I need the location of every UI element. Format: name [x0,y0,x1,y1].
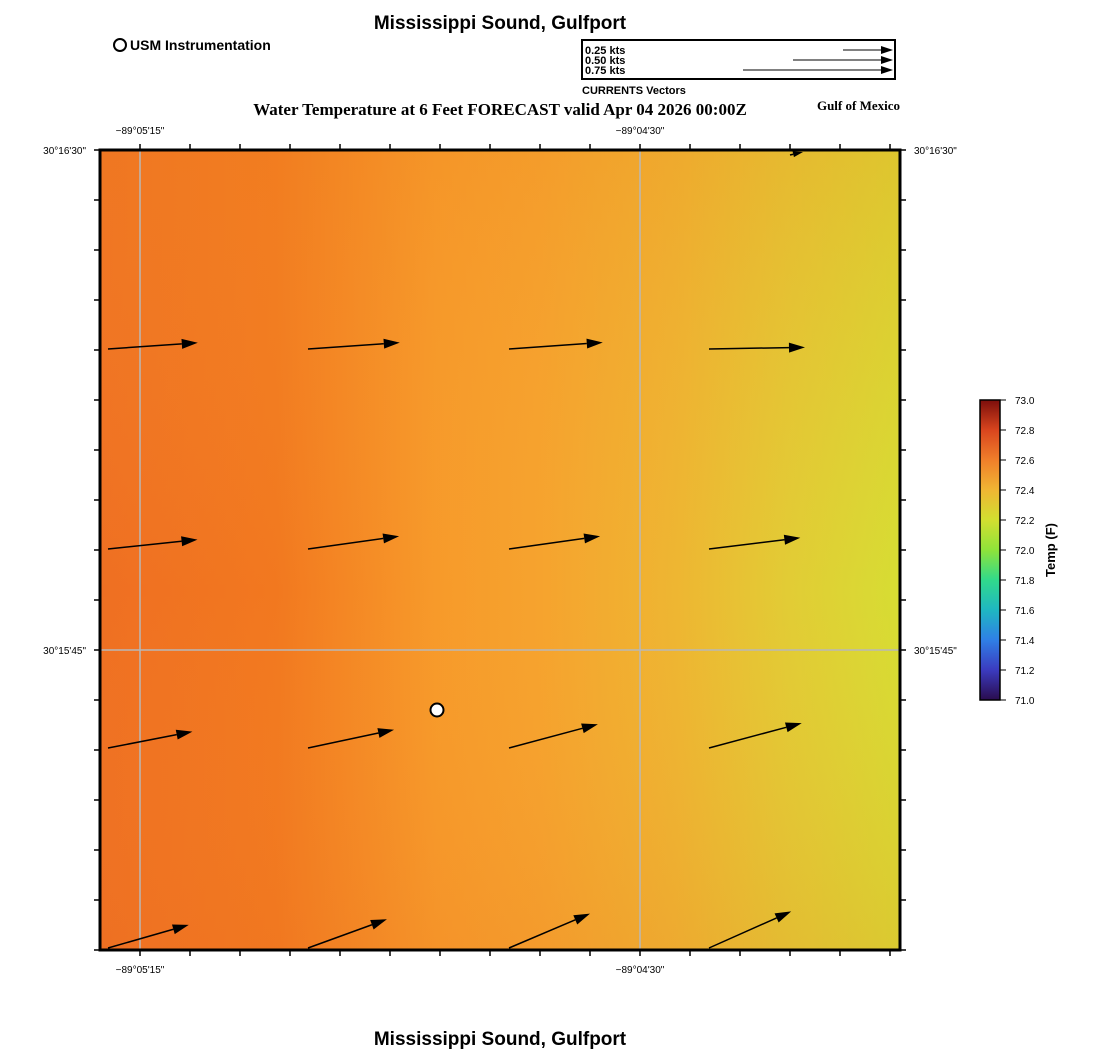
current-vector-arrow [508,533,601,550]
lon-label-top-2: −89°04'30" [616,126,665,137]
current-vector-arrow [708,911,792,949]
page-title-top: Mississippi Sound, Gulfport [374,13,627,34]
colorbar-tick-label: 72.0 [1015,546,1035,557]
instrument-legend: USM Instrumentation [113,37,271,53]
current-vector-arrow [508,913,591,949]
colorbar-label: Temp (F) [1043,523,1058,577]
lat-label-left-2: 30°15'45" [43,646,86,657]
lon-label-top-1: −89°05'15" [116,126,165,137]
map-gridlines [100,150,900,950]
colorbar-tick-label: 71.2 [1015,666,1035,677]
current-vector-arrow [307,919,387,949]
lon-label-bottom-2: −89°04'30" [616,965,665,976]
vector-legend-label: 0.25 kts [585,45,625,57]
axis-labels: −89°05'15" −89°04'30" −89°05'15" −89°04'… [43,126,957,976]
current-vector-arrow [708,342,805,353]
colorbar-tick-label: 72.4 [1015,486,1035,497]
forecast-title: Water Temperature at 6 Feet FORECAST val… [253,100,747,119]
current-vector-arrow [107,924,189,949]
colorbar-tick-label: 71.4 [1015,636,1035,647]
page-title-bottom: Mississippi Sound, Gulfport [374,1029,627,1050]
lat-label-left-1: 30°16'30" [43,146,86,157]
current-vector-arrow [107,536,198,550]
current-vector-arrow [307,533,400,550]
temperature-field-shading [100,150,900,950]
vector-legend-label: 0.50 kts [585,55,625,67]
current-vector-arrow [708,722,802,749]
vector-legend-arrow [793,56,893,64]
map-frame-ticks [94,144,906,956]
lon-label-bottom-1: −89°05'15" [116,965,165,976]
colorbar-tick-label: 71.0 [1015,696,1035,707]
instrument-marker [429,702,445,718]
region-label: Gulf of Mexico [817,98,900,113]
vector-legend-arrow [743,66,893,74]
colorbar-ramp [979,399,1001,701]
vector-legend-arrow [843,46,893,54]
colorbar-tick-label: 71.6 [1015,606,1035,617]
lat-label-right-1: 30°16'30" [914,146,957,157]
colorbar-tick-label: 73.0 [1015,396,1035,407]
colorbar-tick-label: 72.6 [1015,456,1035,467]
vector-legend-label: 0.75 kts [585,65,625,77]
lat-label-right-2: 30°15'45" [914,646,957,657]
current-vector-arrow [789,151,803,158]
current-vector-arrow [107,338,198,350]
colorbar-tick-label: 72.2 [1015,516,1035,527]
colorbar-tick-label: 71.8 [1015,576,1035,587]
current-vector-arrow [508,723,598,749]
vector-legend-caption: CURRENTS Vectors [582,85,686,97]
instrument-legend-marker-icon [113,38,127,52]
colorbar: 73.0 72.8 72.6 72.4 72.2 72.0 71.8 71.6 71.4 71.2… [979,396,1058,707]
current-vector-arrow [307,728,395,749]
instrument-station-icon [429,702,445,718]
current-vector-arrow [708,534,801,550]
current-vectors [107,151,805,949]
colorbar-tick-label: 72.8 [1015,426,1035,437]
current-vector-arrow [508,338,603,350]
instrument-legend-label: USM Instrumentation [130,37,271,53]
current-vector-arrow [307,338,400,350]
map-panel [94,144,906,956]
current-vector-arrow [107,729,193,749]
